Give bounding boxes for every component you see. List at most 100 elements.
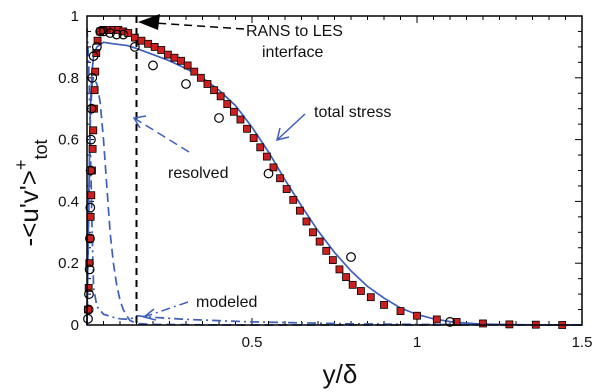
square-marker xyxy=(88,144,97,153)
square-marker xyxy=(243,124,251,133)
square-marker xyxy=(269,163,278,172)
circle-marker xyxy=(85,233,95,244)
circle-marker xyxy=(83,304,94,315)
y-tick-label: 1 xyxy=(71,8,79,25)
square-marker xyxy=(183,61,192,70)
y-tick-label: 0.6 xyxy=(58,132,79,149)
annotations: RANS to LES interface total stress resol… xyxy=(132,14,391,321)
modeled-arrow xyxy=(143,301,189,318)
square-marker xyxy=(89,126,98,135)
square-marker xyxy=(348,280,357,289)
square-marker xyxy=(223,100,232,108)
square-marker xyxy=(85,259,94,268)
circle-marker xyxy=(98,26,109,37)
square-marker xyxy=(396,307,405,315)
square-marker xyxy=(356,287,365,295)
square-marker xyxy=(196,73,205,82)
square-marker xyxy=(413,311,421,320)
square-marker xyxy=(335,265,344,274)
square-marker xyxy=(262,152,271,161)
resolved-arrowhead xyxy=(132,115,147,129)
resolved-arrow xyxy=(133,117,190,153)
circle-marker xyxy=(84,289,94,300)
series-lines xyxy=(86,28,583,326)
square-marker xyxy=(87,191,96,200)
circle-marker xyxy=(118,29,129,40)
square-marker xyxy=(229,107,238,116)
circle-marker xyxy=(85,202,96,213)
square-marker xyxy=(150,43,159,51)
x-tick-label: 0.5 xyxy=(242,334,263,351)
y-axis-title: -<u'v'>+tot xyxy=(11,140,51,247)
square-marker xyxy=(124,29,133,37)
circle-marker xyxy=(105,28,115,38)
y-axis-title-sup: + xyxy=(11,160,31,171)
square-marker xyxy=(315,237,324,246)
square-marker xyxy=(170,53,179,62)
square-marker xyxy=(256,143,265,152)
square-marker xyxy=(137,36,146,45)
square-marker xyxy=(380,301,388,309)
x-tick-label: 1.5 xyxy=(572,334,593,351)
annotation-rans-line2: interface xyxy=(262,44,323,61)
circle-marker xyxy=(88,51,99,62)
square-marker xyxy=(90,86,99,95)
circle-marker xyxy=(129,42,140,52)
circle-marker xyxy=(445,317,455,327)
square-marker xyxy=(302,217,311,226)
circle-marker xyxy=(95,26,106,37)
square-marker xyxy=(328,256,337,265)
circle-marker xyxy=(87,72,98,83)
circle-marker xyxy=(214,113,224,123)
annotation-rans-line1: RANS to LES xyxy=(246,23,343,40)
series-line-solid xyxy=(86,41,582,326)
circle-marker xyxy=(148,60,158,71)
square-marker xyxy=(84,284,93,292)
square-marker xyxy=(479,319,487,328)
series-line-dashdot xyxy=(86,28,583,326)
square-marker xyxy=(177,56,185,65)
circle-marker xyxy=(263,168,274,179)
square-marker xyxy=(322,246,331,255)
square-marker xyxy=(236,115,245,124)
square-marker xyxy=(289,195,298,204)
x-axis-title: y/δ xyxy=(323,359,358,389)
circle-marker xyxy=(91,42,102,52)
total-stress-arrowhead xyxy=(275,127,290,142)
square-marker xyxy=(203,80,212,88)
circle-marker xyxy=(84,264,95,275)
plot-frame xyxy=(86,15,583,326)
square-marker xyxy=(163,50,172,59)
y-tick-label: 0.2 xyxy=(58,255,79,272)
circle-marker xyxy=(83,313,93,324)
rans-arrowhead xyxy=(138,14,160,30)
square-marker xyxy=(86,212,95,221)
square-marker xyxy=(190,67,199,76)
series-line-dashed xyxy=(86,75,582,326)
square-marker xyxy=(295,206,304,215)
y-tick-label: 0.4 xyxy=(58,193,79,210)
svg-text:-<u'v'>+tot: -<u'v'>+tot xyxy=(11,140,51,247)
rans-arrow xyxy=(139,21,245,30)
square-marker xyxy=(366,293,375,302)
annotation-modeled: modeled xyxy=(196,294,257,311)
x-tick-label: 1 xyxy=(413,334,421,351)
square-marker xyxy=(157,46,166,54)
y-axis-title-main: -<u'v'> xyxy=(14,170,44,246)
y-axis-title-sub: tot xyxy=(31,140,51,160)
y-tick-label: 0 xyxy=(71,317,79,334)
circle-marker xyxy=(346,252,356,262)
tick-labels: 0 0.2 0.4 0.6 0.8 1 0.5 1 1.5 xyxy=(58,8,592,351)
square-marker xyxy=(432,315,441,324)
square-marker xyxy=(144,39,152,48)
circle-marker xyxy=(181,79,191,89)
ticks xyxy=(86,15,583,326)
square-marker xyxy=(249,134,258,142)
square-marker xyxy=(309,228,317,237)
square-marker xyxy=(216,92,225,101)
annotation-total-stress: total stress xyxy=(314,104,391,121)
total-stress-arrow xyxy=(276,113,306,141)
square-marker xyxy=(210,86,218,95)
square-marker xyxy=(342,273,350,282)
